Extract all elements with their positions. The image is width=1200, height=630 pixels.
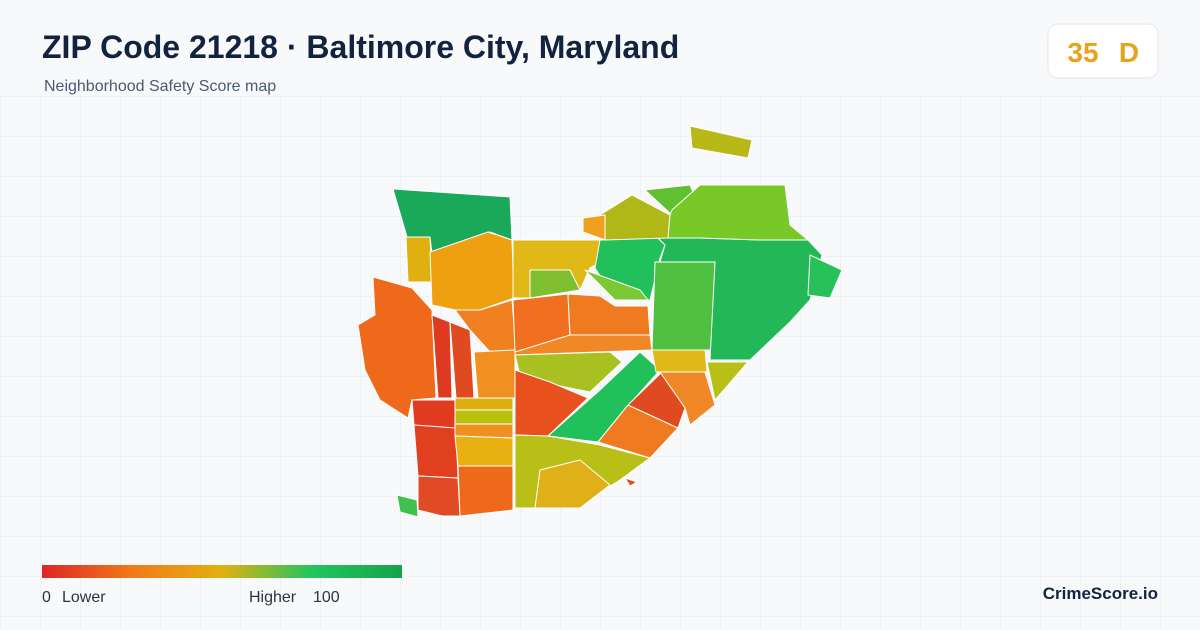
neighborhood [357,276,437,419]
neighborhood [405,236,433,283]
neighborhood [454,409,514,425]
legend-max-label: Higher [249,589,297,606]
legend-min-label: Lower [62,589,106,606]
neighborhood [473,349,516,399]
neighborhood [431,314,453,399]
neighborhood [457,465,514,517]
score-grade: D [1119,37,1139,68]
legend-scale [42,565,402,578]
neighborhood [582,214,606,241]
neighborhood [454,435,514,467]
neighborhood [454,397,514,411]
title: ZIP Code 21218 · Baltimore City, Marylan… [42,29,679,65]
neighborhood [689,125,753,159]
neighborhood [624,477,638,487]
neighborhood [514,369,589,437]
zip-area-map [357,125,843,518]
neighborhood [667,184,809,241]
neighborhood [651,261,716,351]
neighborhood [413,424,459,479]
neighborhood [534,459,611,509]
brand: CrimeScore.io [1043,584,1158,603]
neighborhood [429,231,515,311]
neighborhood [396,494,419,518]
score-value: 35 [1067,37,1098,68]
neighborhood [706,361,749,401]
neighborhood [807,254,843,299]
neighborhood [417,475,461,517]
neighborhood [651,349,708,373]
neighborhood [584,269,649,301]
subtitle: Neighborhood Safety Score map [44,78,276,95]
legend-max: 100 [313,589,340,606]
score-badge [1047,23,1159,79]
neighborhood [529,269,581,299]
legend-min: 0 [42,589,51,606]
